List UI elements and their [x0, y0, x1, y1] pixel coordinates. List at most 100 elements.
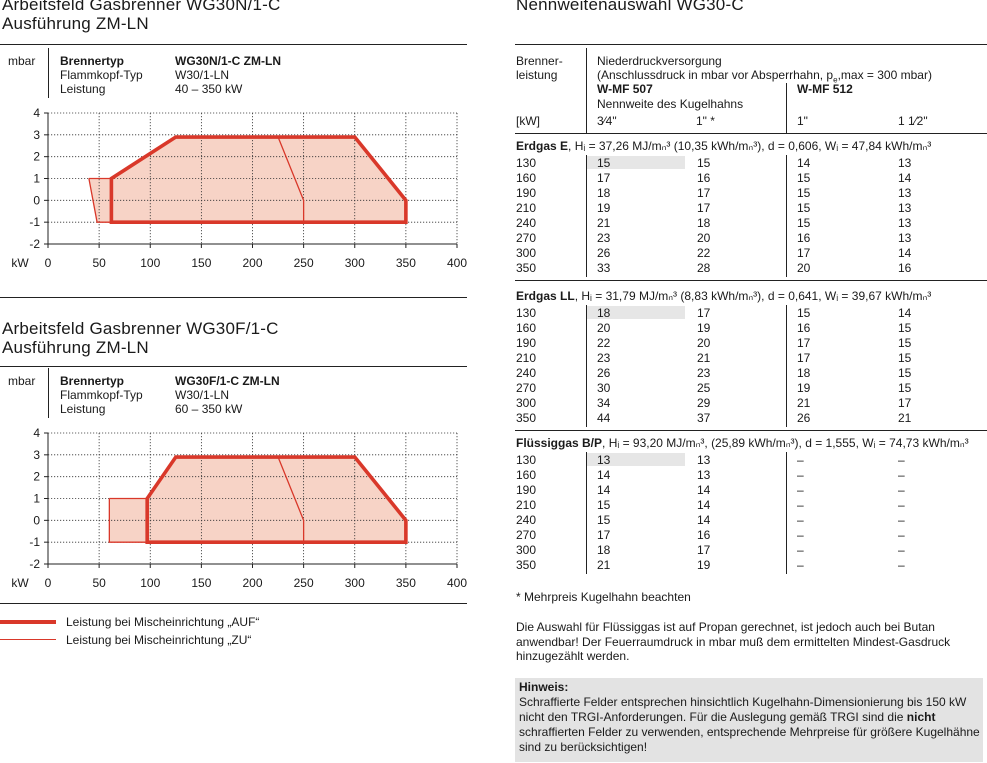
table-cell: 21	[597, 216, 611, 230]
table-cell: 17	[797, 351, 811, 365]
x-tick-label: 400	[447, 256, 467, 270]
table-cell: 26	[797, 411, 811, 425]
table-cell: 15	[697, 156, 711, 170]
y-tick-label: 2	[33, 150, 40, 164]
section-props: , Hᵢ = 37,26 MJ/mₙ³ (10,35 kWh/mₙ³), d =…	[568, 139, 932, 153]
row-power: 350	[516, 411, 537, 425]
x-tick-label: 50	[92, 576, 106, 590]
footnote: * Mehrpreis Kugelhahn beachten	[516, 590, 691, 604]
x-tick-label: 100	[140, 256, 160, 270]
row-power: 190	[516, 186, 537, 200]
table-cell: 18	[597, 186, 611, 200]
area-fill	[111, 137, 406, 223]
table-cell: 13	[898, 201, 912, 215]
table-cell: –	[898, 528, 905, 542]
divider	[586, 155, 587, 277]
table-cell: 19	[797, 381, 811, 395]
col-header: Brenner-	[516, 54, 563, 68]
table-cell: –	[797, 513, 804, 527]
table-cell: 21	[597, 558, 611, 572]
x-axis-label: kW	[11, 576, 29, 590]
table-cell: 20	[697, 231, 711, 245]
y-tick-label: 3	[33, 448, 40, 462]
table-cell: 17	[697, 186, 711, 200]
table-cell: –	[797, 558, 804, 572]
info-value: WG30N/1-C ZM-LN	[175, 54, 281, 68]
x-tick-label: 400	[447, 576, 467, 590]
table-cell: 16	[797, 321, 811, 335]
table-cell: 15	[797, 171, 811, 185]
y-tick-label: 4	[33, 426, 40, 440]
table-cell: 16	[697, 528, 711, 542]
info-value: W30/1-LN	[175, 388, 230, 402]
table-cell: 23	[597, 231, 611, 245]
row-power: 130	[516, 156, 537, 170]
row-power: 350	[516, 261, 537, 275]
table-cell: 13	[898, 186, 912, 200]
table-cell: –	[797, 483, 804, 497]
info-key: Leistung	[60, 82, 106, 96]
table-cell: 14	[597, 483, 611, 497]
section-name: Flüssiggas B/P	[516, 436, 603, 450]
table-title: Nennweitenauswahl WG30-C	[516, 0, 744, 14]
table-cell: 22	[597, 336, 611, 350]
section-header: Erdgas E, Hᵢ = 37,26 MJ/mₙ³ (10,35 kWh/m…	[516, 139, 931, 153]
table-cell: 44	[597, 411, 611, 425]
divider	[0, 366, 467, 367]
table-cell: 26	[597, 246, 611, 260]
row-power: 240	[516, 366, 537, 380]
table-cell: 19	[597, 201, 611, 215]
y-tick-label: -1	[29, 535, 40, 549]
y-unit-label-f: mbar	[8, 374, 36, 388]
table-cell: 14	[898, 306, 912, 320]
table-cell: –	[898, 498, 905, 512]
y-unit-label-n: mbar	[8, 54, 36, 68]
table-cell: 14	[597, 468, 611, 482]
table-cell: 17	[697, 543, 711, 557]
col-header: 1 1⁄2"	[898, 114, 928, 128]
x-tick-label: 350	[396, 256, 416, 270]
table-cell: 13	[697, 453, 711, 467]
series-line-zu	[88, 177, 113, 223]
table-cell: 15	[898, 381, 912, 395]
table-cell: 18	[597, 306, 611, 320]
row-power: 300	[516, 246, 537, 260]
divider	[0, 603, 467, 604]
x-tick-label: 50	[92, 256, 106, 270]
y-tick-label: -1	[29, 215, 40, 229]
legend-label-auf: Leistung bei Mischeinrichtung „AUF“	[66, 615, 260, 629]
table-cell: 20	[797, 261, 811, 275]
table-cell: 16	[797, 231, 811, 245]
table-cell: 15	[797, 216, 811, 230]
table-cell: 15	[898, 351, 912, 365]
row-power: 300	[516, 543, 537, 557]
row-power: 130	[516, 453, 537, 467]
table-cell: 30	[597, 381, 611, 395]
divider	[786, 305, 787, 427]
table-cell: 13	[898, 231, 912, 245]
x-tick-label: 250	[294, 576, 314, 590]
table-cell: 15	[898, 321, 912, 335]
row-power: 160	[516, 321, 537, 335]
info-value: 60 – 350 kW	[175, 402, 243, 416]
y-tick-label: 3	[33, 128, 40, 142]
table-cell: 18	[597, 543, 611, 557]
table-cell: 16	[697, 171, 711, 185]
info-key: Brennertyp	[60, 54, 125, 68]
divider	[48, 368, 49, 418]
section-name: Erdgas E	[516, 139, 569, 153]
y-tick-label: 4	[33, 106, 40, 120]
table-cell: 20	[597, 321, 611, 335]
x-tick-label: 300	[345, 256, 365, 270]
divider	[515, 430, 987, 431]
row-power: 350	[516, 558, 537, 572]
divider	[0, 297, 467, 298]
row-power: 240	[516, 513, 537, 527]
x-tick-label: 300	[345, 576, 365, 590]
section-name: Erdgas LL	[516, 289, 575, 303]
table-cell: –	[898, 483, 905, 497]
table-cell: 17	[597, 171, 611, 185]
table-cell: 20	[697, 336, 711, 350]
table-cell: 19	[697, 558, 711, 572]
divider	[786, 155, 787, 277]
